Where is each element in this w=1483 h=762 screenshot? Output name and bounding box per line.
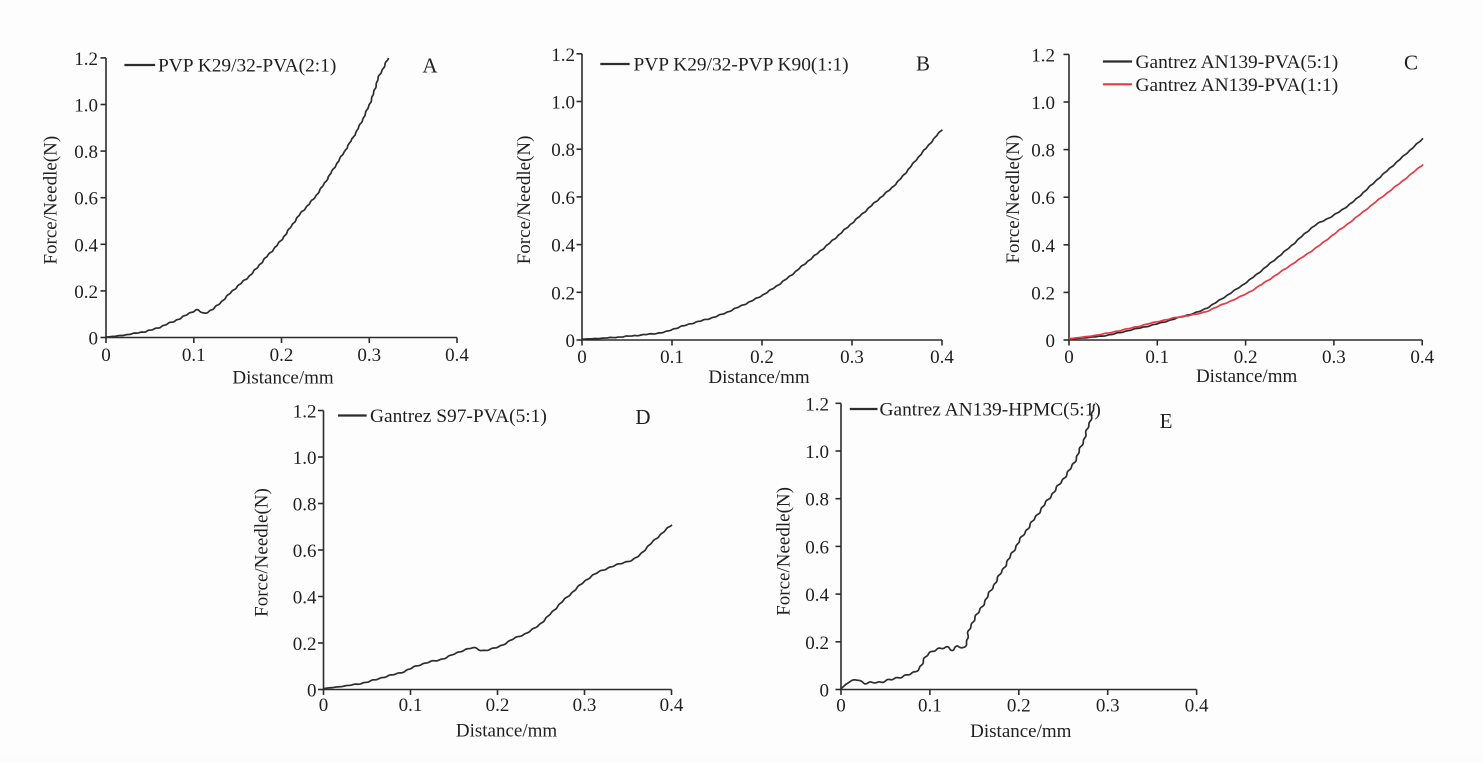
svg-text:0.8: 0.8 <box>805 490 829 511</box>
svg-text:1.2: 1.2 <box>74 49 98 70</box>
svg-text:Force/Needle(N): Force/Needle(N) <box>40 136 61 265</box>
svg-text:0.6: 0.6 <box>293 541 317 562</box>
svg-text:0.1: 0.1 <box>399 695 423 716</box>
svg-text:0.2: 0.2 <box>74 282 98 303</box>
svg-text:0.3: 0.3 <box>357 345 381 366</box>
svg-text:1.0: 1.0 <box>74 96 98 117</box>
svg-text:1.2: 1.2 <box>551 45 575 66</box>
svg-text:1.0: 1.0 <box>293 448 317 469</box>
svg-text:E: E <box>1160 409 1173 433</box>
svg-text:Gantrez AN139-HPMC(5:1): Gantrez AN139-HPMC(5:1) <box>880 400 1101 421</box>
svg-text:0.2: 0.2 <box>1007 696 1031 717</box>
svg-text:Gantrez AN139-PVA(1:1): Gantrez AN139-PVA(1:1) <box>1136 75 1339 96</box>
svg-text:Gantrez S97-PVA(5:1): Gantrez S97-PVA(5:1) <box>370 406 547 427</box>
svg-text:0.3: 0.3 <box>1322 347 1346 368</box>
svg-text:Gantrez AN139-PVA(5:1): Gantrez AN139-PVA(5:1) <box>1136 52 1339 73</box>
svg-text:Distance/mm: Distance/mm <box>708 367 810 388</box>
svg-text:0.2: 0.2 <box>293 634 317 655</box>
svg-text:Distance/mm: Distance/mm <box>1196 366 1298 387</box>
svg-text:0.2: 0.2 <box>1234 347 1258 368</box>
svg-text:0.2: 0.2 <box>805 633 829 654</box>
svg-text:0.4: 0.4 <box>293 588 317 609</box>
svg-text:Distance/mm: Distance/mm <box>970 721 1072 742</box>
svg-text:0.8: 0.8 <box>293 495 317 516</box>
svg-text:0.3: 0.3 <box>1096 696 1120 717</box>
svg-text:0.4: 0.4 <box>1031 236 1055 257</box>
svg-text:0: 0 <box>101 345 111 366</box>
svg-text:Force/Needle(N): Force/Needle(N) <box>252 488 273 617</box>
svg-text:1.2: 1.2 <box>1031 45 1055 66</box>
svg-text:0.4: 0.4 <box>930 347 954 368</box>
svg-text:0.8: 0.8 <box>74 142 98 163</box>
svg-text:0: 0 <box>836 696 846 717</box>
svg-text:0.8: 0.8 <box>1031 141 1055 162</box>
svg-text:0: 0 <box>89 329 99 350</box>
svg-text:1.2: 1.2 <box>293 402 317 423</box>
svg-text:0.4: 0.4 <box>1185 696 1209 717</box>
svg-text:0.4: 0.4 <box>74 235 98 256</box>
svg-text:0.1: 0.1 <box>660 347 684 368</box>
svg-text:PVP K29/32-PVP K90(1:1): PVP K29/32-PVP K90(1:1) <box>634 55 849 76</box>
svg-text:0: 0 <box>820 681 830 702</box>
svg-text:0.1: 0.1 <box>1145 347 1169 368</box>
svg-text:C: C <box>1404 51 1418 75</box>
svg-text:Distance/mm: Distance/mm <box>456 721 558 742</box>
svg-text:B: B <box>916 52 930 76</box>
svg-text:1.2: 1.2 <box>805 394 829 415</box>
svg-text:0.2: 0.2 <box>486 695 510 716</box>
svg-text:0: 0 <box>1046 331 1056 352</box>
svg-text:1.0: 1.0 <box>551 93 575 114</box>
svg-text:Distance/mm: Distance/mm <box>232 368 334 389</box>
svg-text:A: A <box>422 54 438 78</box>
svg-text:Force/Needle(N): Force/Needle(N) <box>514 136 535 265</box>
svg-text:Force/Needle(N): Force/Needle(N) <box>774 487 795 616</box>
svg-text:0.4: 0.4 <box>660 695 684 716</box>
svg-text:0.4: 0.4 <box>1410 347 1434 368</box>
svg-text:0.4: 0.4 <box>805 585 829 606</box>
svg-text:0.1: 0.1 <box>918 696 942 717</box>
svg-text:0.4: 0.4 <box>551 236 575 257</box>
svg-text:0.2: 0.2 <box>1031 283 1055 304</box>
svg-text:1.0: 1.0 <box>805 442 829 463</box>
svg-text:0.4: 0.4 <box>445 345 469 366</box>
svg-text:0.8: 0.8 <box>551 140 575 161</box>
svg-text:0.2: 0.2 <box>551 283 575 304</box>
svg-text:0.6: 0.6 <box>74 189 98 210</box>
svg-text:D: D <box>635 405 650 429</box>
svg-text:0.1: 0.1 <box>182 345 206 366</box>
svg-text:PVP K29/32-PVA(2:1): PVP K29/32-PVA(2:1) <box>158 56 336 77</box>
svg-text:0.2: 0.2 <box>270 345 294 366</box>
svg-text:1.0: 1.0 <box>1031 93 1055 114</box>
svg-text:0: 0 <box>566 331 576 352</box>
svg-text:Force/Needle(N): Force/Needle(N) <box>1003 135 1024 264</box>
svg-text:0.3: 0.3 <box>840 347 864 368</box>
svg-text:0.6: 0.6 <box>551 188 575 209</box>
svg-text:0.6: 0.6 <box>1031 188 1055 209</box>
svg-text:0: 0 <box>319 695 329 716</box>
svg-text:0: 0 <box>1064 347 1074 368</box>
svg-text:0: 0 <box>577 347 587 368</box>
svg-text:0.2: 0.2 <box>750 347 774 368</box>
svg-text:0.6: 0.6 <box>805 537 829 558</box>
svg-text:0.3: 0.3 <box>573 695 597 716</box>
svg-text:0: 0 <box>307 681 317 702</box>
